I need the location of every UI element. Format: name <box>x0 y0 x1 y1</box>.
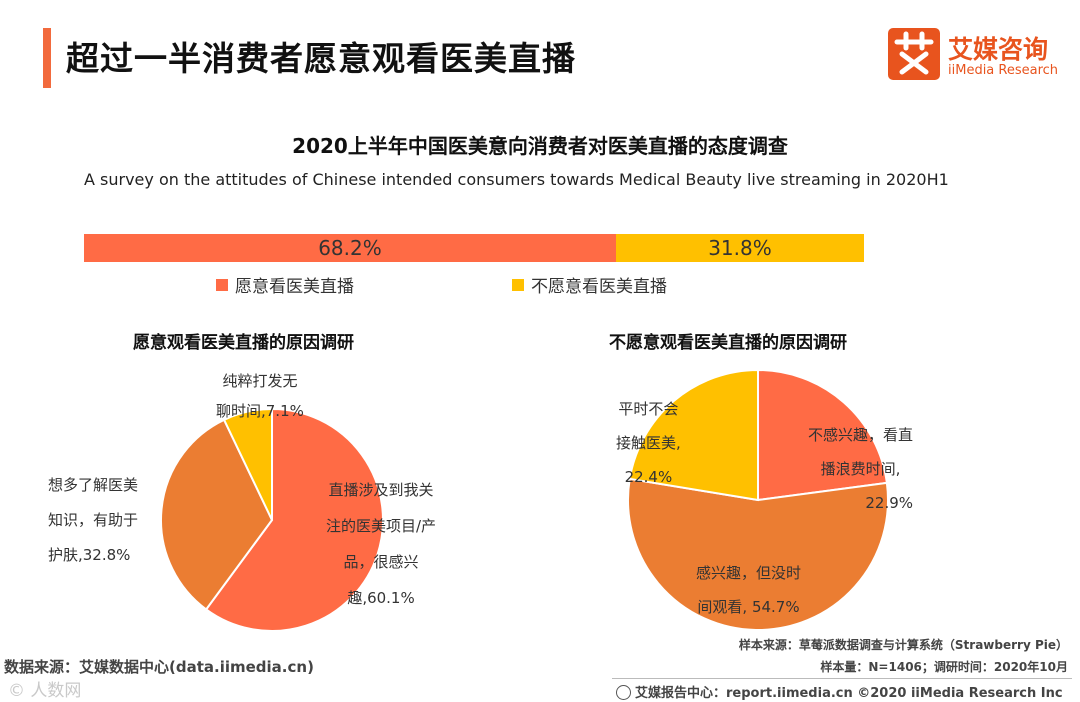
stack-segment-label-1: 31.8% <box>708 236 772 260</box>
stack-segment-label-0: 68.2% <box>318 236 382 260</box>
pie1-label-interested-project-line3: 品，很感兴 <box>343 553 419 571</box>
data-source: 数据来源：艾媒数据中心(data.iimedia.cn) <box>4 658 314 676</box>
ai-character-logo-icon <box>888 28 940 80</box>
pie1-slice-0 <box>204 407 384 632</box>
stack-segment-0 <box>84 234 616 262</box>
sample-source: 样本来源：草莓派数据调查与计算系统（Strawberry Pie） <box>738 638 1068 652</box>
pie2-slice-1 <box>627 477 889 631</box>
pie1-label-interested-project: 直播涉及到我关 注的医美项目/产 品，很感兴 趣,60.1% <box>326 472 436 616</box>
watermark: © 人数网 <box>8 681 82 701</box>
pie2-slice-2 <box>628 368 759 502</box>
logo-chinese-name: 艾媒咨询 <box>948 35 1049 64</box>
pie1-label-interested-project-line2: 注的医美项目/产 <box>326 517 437 535</box>
attitude-stacked-bar: 68.2% 31.8% <box>84 234 864 262</box>
page-title: 超过一半消费者愿意观看医美直播 <box>66 39 576 78</box>
unwilling-reasons-pie <box>627 368 889 631</box>
legend-label-willing: 愿意看医美直播 <box>235 277 354 297</box>
legend-swatch-willing <box>216 279 228 291</box>
pie2-label-no-time: 感兴趣，但没时 间观看, 54.7% <box>696 556 801 624</box>
pie1-label-learn-knowledge-line2: 知识，有助于 <box>48 511 139 529</box>
pie2-label-no-contact-line2: 接触医美, <box>616 434 681 452</box>
pie1-label-learn-knowledge: 想多了解医美 知识，有助于 护肤,32.8% <box>48 468 138 573</box>
logo-english-name: iiMedia Research <box>948 63 1059 78</box>
pie1-label-learn-knowledge-line1: 想多了解医美 <box>48 476 139 494</box>
footer-text: 艾媒报告中心：report.iimedia.cn ©2020 iiMedia R… <box>635 686 1063 701</box>
title-accent-bar <box>43 28 51 88</box>
globe-icon <box>616 685 631 700</box>
pie1-label-interested-project-line1: 直播涉及到我关 <box>328 481 434 499</box>
pie1-label-learn-knowledge-line3: 护肤,32.8% <box>48 546 131 564</box>
pie1-slice-1 <box>160 418 274 611</box>
willing-reasons-pie <box>160 407 384 632</box>
pie2-label-no-time-line1: 感兴趣，但没时 <box>696 564 802 582</box>
legend-swatch-unwilling <box>512 279 524 291</box>
pie1-label-idle-time: 纯粹打发无 聊时间,7.1% <box>216 366 304 426</box>
legend-item-unwilling: 不愿意看医美直播 <box>512 272 667 297</box>
footer: 艾媒报告中心：report.iimedia.cn ©2020 iiMedia R… <box>616 682 1063 701</box>
legend-label-unwilling: 不愿意看医美直播 <box>531 277 667 297</box>
pie2-label-not-interested: 不感兴趣，看直 播浪费时间, 22.9% <box>808 418 913 520</box>
pie2-label-not-interested-line3: 22.9% <box>865 494 914 512</box>
stack-segment-1 <box>615 234 864 262</box>
pie-title-unwilling: 不愿意观看医美直播的原因调研 <box>609 333 847 353</box>
pie2-label-no-time-line2: 间观看, 54.7% <box>697 598 800 616</box>
chart-subtitle: A survey on the attitudes of Chinese int… <box>84 170 949 189</box>
pie1-label-interested-project-line4: 趣,60.1% <box>347 589 415 607</box>
pie2-label-no-contact-line3: 22.4% <box>624 468 673 486</box>
chart-title: 2020上半年中国医美意向消费者对医美直播的态度调查 <box>292 134 788 158</box>
iimedia-logo: 艾媒咨询 iiMedia Research <box>888 28 1068 84</box>
pie1-label-idle-time-line2: 聊时间,7.1% <box>216 402 304 420</box>
pie2-label-not-interested-line2: 播浪费时间, <box>820 460 901 478</box>
sample-size: 样本量：N=1406；调研时间：2020年10月 <box>820 660 1068 674</box>
pie-title-willing: 愿意观看医美直播的原因调研 <box>133 333 354 353</box>
pie1-label-idle-time-line1: 纯粹打发无 <box>222 372 298 390</box>
pie2-label-no-contact-line1: 平时不会 <box>618 400 679 418</box>
pie2-label-not-interested-line1: 不感兴趣，看直 <box>808 426 914 444</box>
legend-item-willing: 愿意看医美直播 <box>216 272 354 297</box>
pie2-label-no-contact: 平时不会 接触医美, 22.4% <box>616 392 681 494</box>
pie1-slice-2 <box>222 407 273 521</box>
pie2-slice-0 <box>757 368 888 502</box>
footer-divider <box>612 678 1072 679</box>
